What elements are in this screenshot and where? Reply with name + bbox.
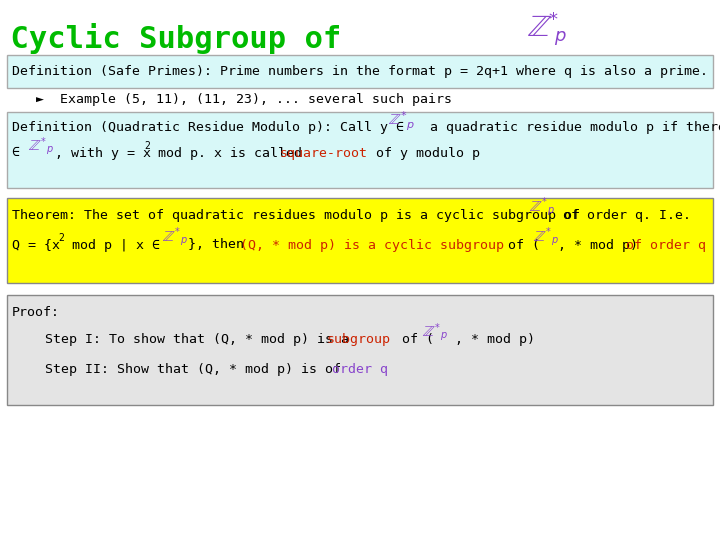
Text: $p$: $p$ [46,144,54,156]
Text: of y modulo p: of y modulo p [368,146,480,159]
Text: $p$: $p$ [406,120,415,132]
FancyBboxPatch shape [7,198,713,283]
Text: $\mathbb{Z}$: $\mathbb{Z}$ [162,230,176,244]
Text: square-root: square-root [280,146,368,159]
Text: Step I: To show that (Q, * mod p) is a: Step I: To show that (Q, * mod p) is a [45,334,357,347]
Text: $*$: $*$ [400,109,408,119]
Text: Definition (Safe Primes): Prime numbers in the format p = 2q+1 where q is also a: Definition (Safe Primes): Prime numbers … [12,65,708,78]
Text: $\mathbb{Z}$: $\mathbb{Z}$ [527,12,552,44]
Text: ►  Example (5, 11), (11, 23), ... several such pairs: ► Example (5, 11), (11, 23), ... several… [36,92,452,105]
Text: 2: 2 [144,141,150,151]
Text: , * mod p): , * mod p) [558,239,646,252]
Text: $p$: $p$ [547,205,555,217]
Text: $p$: $p$ [180,235,188,247]
Text: Q = {x: Q = {x [12,239,60,252]
Text: $p$: $p$ [551,235,559,247]
Text: order q: order q [332,363,388,376]
Text: subgroup: subgroup [327,334,391,347]
FancyBboxPatch shape [7,112,713,188]
Text: of order q. I.e.: of order q. I.e. [555,208,691,221]
Text: mod p. x is called: mod p. x is called [150,146,310,159]
Text: Proof:: Proof: [12,307,60,320]
Text: $\mathbb{Z}$: $\mathbb{Z}$ [533,230,546,244]
Text: of (: of ( [500,239,548,252]
Text: Prime-order Cyclic Subgroup of: Prime-order Cyclic Subgroup of [0,23,360,53]
Text: $*$: $*$ [434,321,441,330]
Text: $\mathbb{Z}$: $\mathbb{Z}$ [529,200,542,214]
Text: }, then: }, then [188,239,252,252]
Text: $*$: $*$ [40,136,47,145]
Text: mod p | x ∈: mod p | x ∈ [64,239,168,252]
Text: $p$: $p$ [440,330,448,342]
Text: , with y = x: , with y = x [55,146,151,159]
Text: $\mathbb{Z}$: $\mathbb{Z}$ [422,325,436,339]
Text: of (: of ( [394,334,434,347]
Text: a quadratic residue modulo p if there exists an x: a quadratic residue modulo p if there ex… [414,122,720,134]
Text: Definition (Quadratic Residue Modulo p): Call y ∈: Definition (Quadratic Residue Modulo p):… [12,122,412,134]
Text: of order q: of order q [626,239,706,252]
Text: Theorem: The set of quadratic residues modulo p is a cyclic subgroup of: Theorem: The set of quadratic residues m… [12,208,588,221]
Text: $p$: $p$ [554,29,567,47]
Text: $*$: $*$ [548,9,559,27]
Text: (Q, * mod p) is a cyclic subgroup: (Q, * mod p) is a cyclic subgroup [240,239,504,252]
FancyBboxPatch shape [7,55,713,88]
Text: $*$: $*$ [174,226,181,235]
Text: , * mod p): , * mod p) [447,334,535,347]
Text: $\mathbb{Z}$: $\mathbb{Z}$ [28,139,42,153]
Text: ∈: ∈ [12,146,28,159]
Text: $*$: $*$ [541,197,547,206]
Text: Step II: Show that (Q, * mod p) is of: Step II: Show that (Q, * mod p) is of [45,363,349,376]
Text: 2: 2 [58,233,64,243]
Text: $\mathbb{Z}$: $\mathbb{Z}$ [388,113,402,127]
Text: $*$: $*$ [545,226,552,235]
FancyBboxPatch shape [7,295,713,405]
